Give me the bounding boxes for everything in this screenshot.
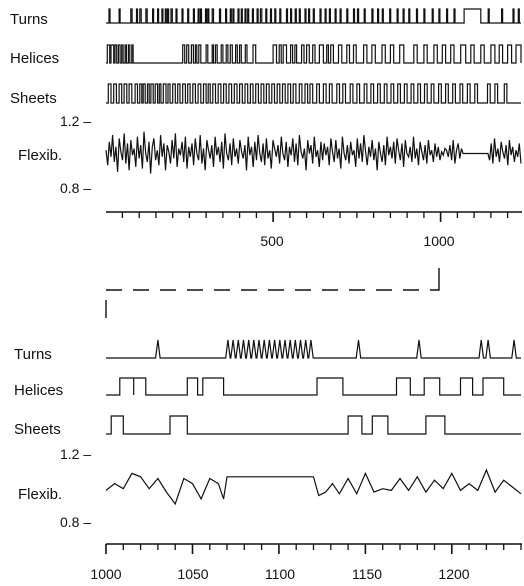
full-sequence-panel: Turns Helices Sheets Flexib. 1.2 – 0.8 –… bbox=[10, 8, 522, 249]
sheets-track-label: Sheets bbox=[14, 421, 61, 438]
zoomed-region-panel: Turns Helices Sheets Flexib. 1.2 – 0.8 –… bbox=[14, 339, 522, 582]
x-tick-label-500: 500 bbox=[260, 233, 284, 249]
x-tick-label-1050: 1050 bbox=[177, 566, 208, 582]
turns-series-line bbox=[106, 339, 521, 359]
x-tick-label-1000: 1000 bbox=[423, 233, 454, 249]
sheets-track-label: Sheets bbox=[10, 90, 57, 107]
x-tick-label-1100: 1100 bbox=[265, 566, 295, 582]
sheets-series-line bbox=[106, 415, 521, 435]
flexibility-track-label: Flexib. bbox=[18, 147, 62, 164]
x-axis-tick-labels: 1000 1050 1100 1150 1200 bbox=[90, 566, 469, 582]
turns-track-label: Turns bbox=[10, 11, 48, 28]
turns-track-label: Turns bbox=[14, 346, 52, 363]
x-tick-label-1150: 1150 bbox=[352, 566, 382, 582]
flexibility-ytick-high: 1.2 – bbox=[60, 113, 91, 129]
flexibility-series-line bbox=[105, 131, 522, 174]
sheets-series-line bbox=[106, 83, 521, 104]
flexibility-ytick-high: 1.2 – bbox=[60, 446, 91, 462]
zoom-right-bracket bbox=[431, 268, 440, 291]
zoom-connector bbox=[105, 268, 440, 318]
flexibility-series-line bbox=[105, 468, 522, 506]
x-tick-label-1000: 1000 bbox=[90, 566, 121, 582]
helices-track-label: Helices bbox=[10, 50, 59, 67]
x-axis-ticks bbox=[121, 212, 509, 222]
flexibility-track-label: Flexib. bbox=[18, 486, 62, 503]
helices-series-line bbox=[106, 44, 522, 64]
helices-series-line bbox=[106, 377, 521, 396]
flexibility-ytick-low: 0.8 – bbox=[60, 180, 91, 196]
x-axis-ticks bbox=[105, 544, 522, 554]
x-tick-label-1200: 1200 bbox=[438, 566, 469, 582]
turns-series-line bbox=[106, 8, 521, 24]
flexibility-ytick-low: 0.8 – bbox=[60, 514, 91, 530]
helices-track-label: Helices bbox=[14, 382, 63, 399]
